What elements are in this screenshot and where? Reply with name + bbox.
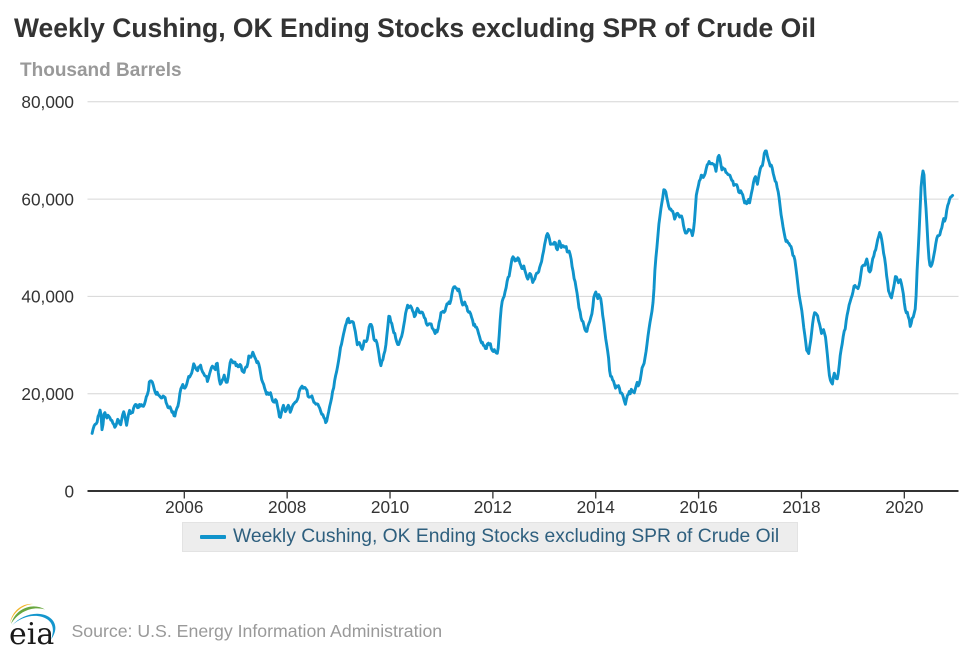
legend: Weekly Cushing, OK Ending Stocks excludi… bbox=[182, 522, 798, 552]
eia-logo-arc-yellow bbox=[10, 603, 33, 623]
y-tick-label: 80,000 bbox=[21, 92, 74, 112]
y-tick-label: 20,000 bbox=[21, 384, 74, 404]
x-tick-label: 2010 bbox=[371, 497, 409, 517]
x-axis bbox=[87, 490, 959, 499]
x-tick-label: 2014 bbox=[577, 497, 616, 517]
gridlines bbox=[87, 101, 959, 395]
legend-line-sample bbox=[200, 535, 226, 539]
y-axis-unit-label: Thousand Barrels bbox=[20, 59, 182, 81]
y-tick-label: 0 bbox=[64, 481, 74, 501]
x-tick-label: 2020 bbox=[885, 497, 923, 517]
x-tick-label: 2018 bbox=[782, 497, 820, 517]
eia-logo-text: eia bbox=[9, 617, 54, 648]
x-tick-label: 2012 bbox=[474, 497, 512, 517]
legend-series-label: Weekly Cushing, OK Ending Stocks excludi… bbox=[233, 526, 780, 547]
data-series-line bbox=[90, 149, 955, 435]
y-axis-tick-labels: 0 20,000 40,000 60,000 80,000 bbox=[21, 92, 74, 501]
x-tick-label: 2016 bbox=[679, 497, 717, 517]
x-tick-label: 2008 bbox=[268, 497, 306, 517]
y-tick-label: 40,000 bbox=[21, 287, 74, 307]
y-tick-label: 60,000 bbox=[21, 189, 74, 209]
chart-title: Weekly Cushing, OK Ending Stocks excludi… bbox=[14, 13, 816, 43]
footer: eia Source: U.S. Energy Information Admi… bbox=[0, 595, 977, 650]
x-axis-tick-labels: 2006 2008 2010 2012 2014 2016 2018 2020 bbox=[165, 497, 923, 517]
source-note: Source: U.S. Energy Information Administ… bbox=[71, 620, 443, 641]
x-tick-label: 2006 bbox=[165, 497, 203, 517]
eia-logo: eia bbox=[9, 603, 56, 648]
eia-logo-arc-green bbox=[11, 606, 45, 624]
